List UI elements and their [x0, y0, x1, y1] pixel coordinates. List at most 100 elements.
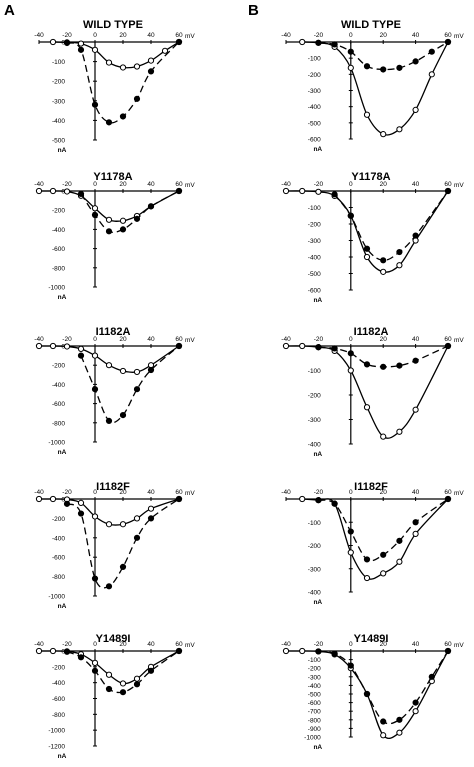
x-tick-label: 40: [147, 32, 155, 39]
y-tick-label: -400: [308, 590, 321, 597]
filled-circle-point: [444, 647, 452, 655]
filled-circle-point: [363, 63, 371, 70]
filled-circle-point: [315, 497, 322, 504]
filled-circle-point: [444, 342, 452, 350]
open-circle-point: [105, 59, 113, 66]
open-circle-point: [147, 505, 155, 512]
filled-circle-point: [175, 647, 183, 655]
open-circle-point: [119, 680, 127, 687]
y-tick-label: -600: [52, 246, 65, 253]
x-tick-label: -40: [281, 641, 291, 648]
y-unit-label: nA: [58, 753, 67, 760]
filled-circle-point: [147, 667, 155, 674]
x-tick-label: -40: [281, 32, 291, 39]
filled-circle-point: [363, 245, 371, 252]
y-tick-label: -400: [308, 104, 321, 111]
open-circle-point: [412, 106, 419, 114]
open-circle-point: [49, 495, 57, 503]
open-circle-point: [363, 253, 371, 261]
y-tick-label: -900: [308, 726, 321, 733]
y-tick-label: -1200: [48, 744, 65, 751]
filled-circle-point: [331, 500, 338, 507]
open-circle-point: [35, 647, 43, 655]
filled-circle-point: [428, 48, 435, 55]
open-circle-point: [363, 404, 371, 411]
open-series-line: [302, 41, 449, 136]
open-circle-point: [347, 367, 354, 374]
x-unit-label: mV: [454, 490, 464, 497]
filled-circle-point: [412, 232, 419, 239]
filled-circle-point: [105, 119, 113, 126]
x-tick-label: 0: [349, 336, 353, 343]
open-series-line: [285, 190, 449, 273]
open-circle-point: [315, 188, 322, 195]
chart-b-5: Y1489I-40-200204060mV0-100-200-300-400-5…: [281, 633, 464, 751]
y-unit-label: nA: [313, 599, 322, 606]
x-tick-label: 40: [412, 489, 420, 496]
y-tick-label: -200: [308, 393, 321, 400]
filled-circle-point: [347, 662, 354, 669]
open-circle-point: [49, 647, 57, 655]
x-tick-label: 20: [380, 489, 388, 496]
filled-circle-point: [147, 366, 155, 374]
open-circle-point: [299, 38, 306, 46]
open-circle-point: [396, 126, 403, 133]
filled-circle-point: [396, 362, 403, 369]
y-tick-label: -800: [52, 712, 65, 719]
y-tick-label: -100: [308, 205, 321, 212]
y-tick-label: -100: [52, 59, 65, 66]
open-circle-point: [63, 343, 71, 350]
y-tick-label: -100: [308, 657, 321, 664]
filled-circle-point: [133, 386, 141, 393]
chart-title: WILD TYPE: [341, 19, 401, 31]
filled-circle-point: [380, 363, 387, 370]
y-tick-label: 0: [61, 344, 65, 351]
x-tick-label: 40: [147, 336, 155, 343]
x-tick-label: -20: [314, 181, 324, 188]
y-tick-label: -100: [308, 520, 321, 527]
filled-circle-point: [315, 39, 322, 46]
y-tick-label: -300: [308, 238, 321, 245]
filled-circle-point: [428, 673, 435, 680]
x-tick-label: 20: [380, 336, 388, 343]
x-tick-label: 40: [412, 32, 420, 39]
open-circle-point: [299, 495, 306, 503]
y-tick-label: 0: [61, 40, 65, 47]
y-tick-label: -600: [308, 137, 321, 144]
x-tick-label: 0: [349, 641, 353, 648]
open-circle-point: [49, 38, 57, 46]
chart-title: Y1178A: [351, 171, 390, 183]
filled-circle-point: [331, 345, 338, 352]
y-tick-label: 0: [61, 189, 65, 196]
y-tick-label: -200: [52, 208, 65, 215]
x-tick-label: 40: [147, 489, 155, 496]
x-tick-label: 40: [147, 641, 155, 648]
x-tick-label: 60: [175, 336, 183, 343]
filled-circle-point: [147, 515, 155, 522]
y-tick-label: -700: [308, 709, 321, 716]
x-tick-label: 0: [93, 489, 97, 496]
y-tick-label: 0: [61, 649, 65, 656]
x-tick-label: -40: [34, 336, 44, 343]
filled-circle-point: [91, 101, 99, 108]
open-circle-point: [105, 671, 113, 678]
x-tick-label: -20: [314, 489, 324, 496]
filled-series-line: [318, 41, 449, 71]
open-circle-point: [77, 499, 85, 506]
open-circle-point: [428, 71, 435, 78]
chart-title: I1182F: [354, 481, 388, 493]
open-circle-point: [91, 659, 99, 666]
filled-circle-point: [380, 257, 387, 264]
open-circle-point: [133, 63, 141, 70]
filled-circle-point: [77, 190, 85, 197]
y-tick-label: -1000: [304, 735, 321, 742]
filled-circle-point: [63, 500, 71, 507]
open-series-line: [302, 498, 449, 580]
filled-circle-point: [412, 357, 419, 364]
x-tick-label: 60: [175, 489, 183, 496]
filled-circle-point: [119, 412, 127, 419]
open-circle-point: [396, 262, 403, 269]
open-circle-point: [49, 342, 57, 350]
chart-title: I1182F: [96, 481, 130, 493]
filled-circle-point: [175, 342, 183, 350]
